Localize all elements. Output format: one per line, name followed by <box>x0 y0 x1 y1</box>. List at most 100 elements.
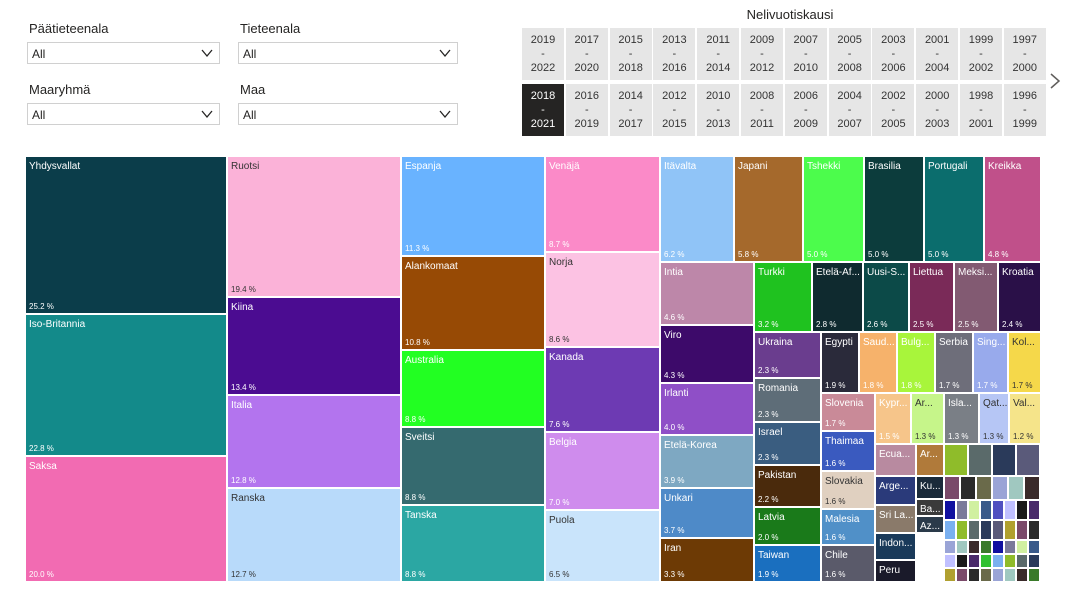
treemap-mini-tile[interactable] <box>1040 444 1042 476</box>
treemap-tile[interactable]: Ar... 1.3 % <box>911 393 944 444</box>
treemap-mini-tile[interactable] <box>992 476 1008 500</box>
treemap-tile[interactable]: Unkari 3.7 % <box>660 488 754 538</box>
treemap-mini-tile[interactable] <box>960 476 976 500</box>
period-option-2003-2006[interactable]: 2003 - 2006 <box>872 28 915 80</box>
treemap-mini-tile[interactable] <box>1024 476 1040 500</box>
period-option-2007-2010[interactable]: 2007 - 2010 <box>784 28 827 80</box>
treemap-mini-tile[interactable] <box>1004 500 1016 520</box>
period-option-2011-2014[interactable]: 2011 - 2014 <box>697 28 740 80</box>
period-option-2017-2020[interactable]: 2017 - 2020 <box>565 28 608 80</box>
treemap-mini-tile[interactable] <box>976 476 992 500</box>
treemap-mini-tile[interactable] <box>980 540 992 554</box>
treemap-mini-tile[interactable] <box>1004 554 1016 568</box>
treemap-tile[interactable]: Tanska 8.8 % <box>401 505 545 582</box>
treemap-mini-tile[interactable] <box>944 554 956 568</box>
treemap-mini-tile[interactable] <box>956 554 968 568</box>
treemap-tile[interactable]: Tshekki 5.0 % <box>803 156 864 262</box>
treemap-mini-tile[interactable] <box>956 500 968 520</box>
treemap-mini-tile[interactable] <box>992 568 1004 582</box>
treemap-tile[interactable]: Ar... <box>916 444 944 476</box>
treemap-mini-tile[interactable] <box>968 500 980 520</box>
treemap-mini-tile[interactable] <box>1008 476 1024 500</box>
period-option-2013-2016[interactable]: 2013 - 2016 <box>653 28 696 80</box>
treemap-mini-tile[interactable] <box>992 520 1004 540</box>
treemap-tile[interactable]: Romania 2.3 % <box>754 378 821 422</box>
treemap-tile[interactable]: Egypti 1.9 % <box>821 332 859 393</box>
treemap-mini-tile[interactable] <box>968 444 992 476</box>
treemap-mini-tile[interactable] <box>1016 444 1040 476</box>
treemap-tile[interactable]: Kol... 1.7 % <box>1008 332 1041 393</box>
treemap-tile[interactable]: Turkki 3.2 % <box>754 262 812 332</box>
treemap-mini-tile[interactable] <box>968 554 980 568</box>
treemap-tile[interactable]: Sing... 1.7 % <box>973 332 1008 393</box>
treemap-mini-tile[interactable] <box>992 554 1004 568</box>
treemap-mini-tile[interactable] <box>980 554 992 568</box>
treemap-mini-tile[interactable] <box>956 520 968 540</box>
treemap-tile[interactable]: Thaimaa 1.6 % <box>821 431 875 471</box>
treemap-mini-tile[interactable] <box>1040 476 1042 500</box>
treemap-mini-tile[interactable] <box>1040 568 1042 582</box>
treemap-tile[interactable]: Kroatia 2.4 % <box>998 262 1041 332</box>
treemap-mini-tile[interactable] <box>968 520 980 540</box>
treemap-tile[interactable]: Kiina 13.4 % <box>227 297 401 395</box>
period-option-2018-2021[interactable]: 2018 - 2021 <box>522 84 564 136</box>
treemap-tile[interactable]: Ba... <box>916 499 944 516</box>
treemap-mini-tile[interactable] <box>1016 520 1028 540</box>
treemap-tile[interactable]: Saud... 1.8 % <box>859 332 897 393</box>
period-option-2001-2004[interactable]: 2001 - 2004 <box>916 28 959 80</box>
treemap-tile[interactable]: Isla... 1.3 % <box>944 393 979 444</box>
field-filter-dropdown[interactable]: All <box>238 42 458 64</box>
treemap-tile[interactable]: Saksa 20.0 % <box>25 456 227 582</box>
treemap-mini-tile[interactable] <box>1028 520 1040 540</box>
treemap-mini-tile[interactable] <box>944 444 968 476</box>
treemap-mini-tile[interactable] <box>1040 520 1042 540</box>
treemap-tile[interactable]: Uusi-S... 2.6 % <box>863 262 909 332</box>
treemap-tile[interactable]: Australia 8.8 % <box>401 350 545 427</box>
treemap-mini-tile[interactable] <box>1040 540 1042 554</box>
treemap-tile[interactable]: Qat... 1.3 % <box>979 393 1009 444</box>
treemap-tile[interactable]: Serbia 1.7 % <box>935 332 973 393</box>
period-option-2019-2022[interactable]: 2019 - 2022 <box>522 28 564 80</box>
treemap-tile[interactable]: Alankomaat 10.8 % <box>401 256 545 350</box>
treemap-mini-tile[interactable] <box>1040 554 1042 568</box>
treemap-mini-tile[interactable] <box>944 520 956 540</box>
treemap-mini-tile[interactable] <box>1016 554 1028 568</box>
treemap-mini-tile[interactable] <box>968 540 980 554</box>
treemap-tile[interactable]: Iran 3.3 % <box>660 538 754 582</box>
period-option-1998-2001[interactable]: 1998 - 2001 <box>960 84 1002 136</box>
treemap-mini-tile[interactable] <box>1040 500 1042 520</box>
treemap-tile[interactable]: Espanja 11.3 % <box>401 156 545 256</box>
chevron-right-icon[interactable] <box>1049 72 1061 90</box>
treemap-tile[interactable]: Etelä-Af... 2.8 % <box>812 262 863 332</box>
treemap-tile[interactable]: Yhdysvallat 25.2 % <box>25 156 227 314</box>
main-field-filter-dropdown[interactable]: All <box>27 42 220 64</box>
treemap-mini-tile[interactable] <box>956 568 968 582</box>
treemap-mini-tile[interactable] <box>944 476 960 500</box>
period-option-1996-1999[interactable]: 1996 - 1999 <box>1003 84 1046 136</box>
treemap-tile[interactable]: Japani 5.8 % <box>734 156 803 262</box>
treemap-tile[interactable]: Taiwan 1.9 % <box>754 545 821 582</box>
treemap-tile[interactable]: Italia 12.8 % <box>227 395 401 488</box>
treemap-tile[interactable]: Puola 6.5 % <box>545 510 660 582</box>
treemap-mini-tile[interactable] <box>1028 554 1040 568</box>
treemap-tile[interactable]: Norja 8.6 % <box>545 252 660 347</box>
treemap-tile[interactable]: Sri La... <box>875 505 916 533</box>
treemap-mini-tile[interactable] <box>1004 540 1016 554</box>
treemap-mini-tile[interactable] <box>1028 500 1040 520</box>
treemap-mini-tile[interactable] <box>956 540 968 554</box>
treemap-tile[interactable]: Viro 4.3 % <box>660 325 754 383</box>
period-option-2002-2005[interactable]: 2002 - 2005 <box>872 84 915 136</box>
treemap-tile[interactable]: Latvia 2.0 % <box>754 507 821 545</box>
treemap-mini-tile[interactable] <box>1004 568 1016 582</box>
treemap-tile[interactable]: Slovakia 1.6 % <box>821 471 875 509</box>
country-filter-dropdown[interactable]: All <box>238 103 458 125</box>
treemap-mini-tile[interactable] <box>944 568 956 582</box>
period-option-2008-2011[interactable]: 2008 - 2011 <box>741 84 783 136</box>
period-option-1999-2002[interactable]: 1999 - 2002 <box>960 28 1002 80</box>
treemap-tile[interactable]: Bulg... 1.8 % <box>897 332 935 393</box>
treemap-tile[interactable]: Iso-Britannia 22.8 % <box>25 314 227 456</box>
treemap-mini-tile[interactable] <box>992 444 1016 476</box>
treemap-tile[interactable]: Chile 1.6 % <box>821 545 875 582</box>
treemap-mini-tile[interactable] <box>968 568 980 582</box>
treemap-tile[interactable]: Itävalta 6.2 % <box>660 156 734 262</box>
